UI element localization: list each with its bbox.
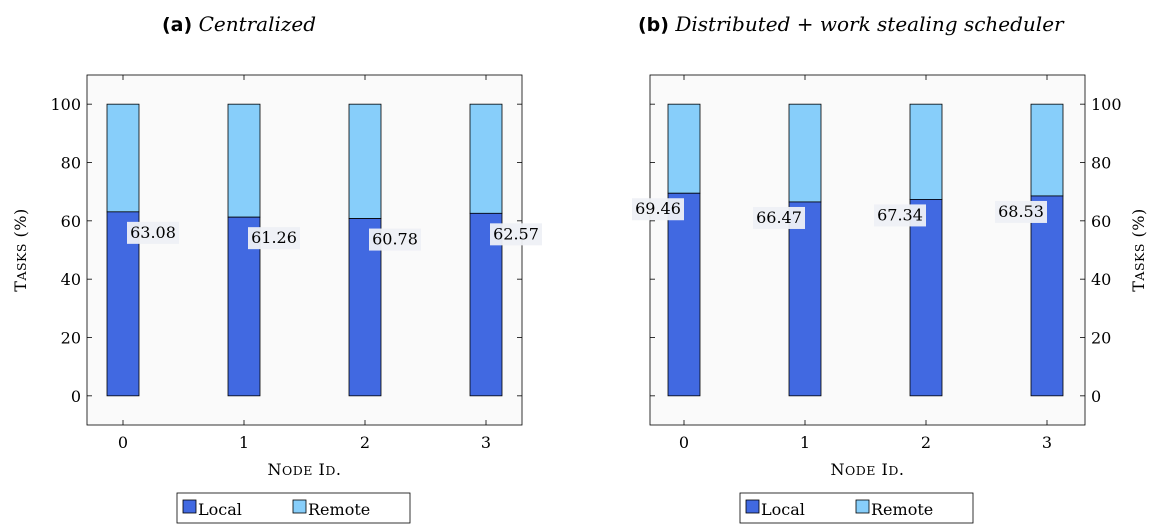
- x-tick-label: 2: [921, 433, 931, 452]
- y-tick-label: 0: [71, 387, 81, 406]
- data-label: 60.78: [372, 230, 418, 249]
- bar-remote: [667, 103, 701, 194]
- x-tick-label: 0: [118, 433, 128, 452]
- y-tick-label: 100: [50, 95, 81, 114]
- data-label: 62.57: [493, 224, 539, 243]
- bar-remote: [348, 103, 382, 219]
- bar-remote: [909, 103, 943, 200]
- panel-label-a: (a): [162, 14, 193, 36]
- y-axis-title: TASKS (%): [1129, 208, 1148, 291]
- legend-swatch-local: [745, 499, 760, 514]
- bar-remote: [788, 103, 822, 203]
- legend-label-remote: Remote: [871, 500, 933, 519]
- legend-label-local: Local: [198, 500, 242, 519]
- y-tick-label: 80: [1091, 154, 1111, 173]
- panel-title-a: (a) Centralized: [162, 12, 316, 36]
- y-tick-label: 20: [61, 329, 81, 348]
- data-label: 63.08: [130, 223, 176, 242]
- panel-title-b: (b) Distributed + work stealing schedule…: [638, 12, 1064, 36]
- y-tick-label: 0: [1091, 387, 1101, 406]
- bar-local: [1030, 195, 1064, 397]
- data-label-bg: [369, 228, 421, 251]
- legend-swatch-remote: [292, 499, 307, 514]
- data-label-bg: [874, 204, 926, 227]
- bar-remote: [469, 103, 503, 214]
- panel-name-a: Centralized: [198, 12, 317, 36]
- y-tick-label: 60: [61, 212, 81, 231]
- x-tick-label: 3: [481, 433, 491, 452]
- data-label: 68.53: [998, 202, 1044, 221]
- bar-remote: [106, 103, 140, 213]
- y-axis-title: TASKS (%): [11, 208, 30, 291]
- data-label-bg: [248, 227, 300, 250]
- data-label: 67.34: [877, 205, 923, 224]
- y-tick-label: 100: [1091, 95, 1122, 114]
- x-tick-label: 2: [360, 433, 370, 452]
- x-axis-title: NODE ID.: [268, 460, 342, 479]
- bar-local: [667, 192, 701, 397]
- y-tick-label: 40: [1091, 270, 1111, 289]
- panel-name-b: Distributed + work stealing scheduler: [675, 12, 1064, 36]
- data-label-bg: [127, 221, 179, 244]
- bar-local: [788, 201, 822, 397]
- x-tick-label: 1: [239, 433, 249, 452]
- plot-frame: [649, 74, 1086, 426]
- data-label-bg: [753, 206, 805, 229]
- panel-label-b: (b): [638, 14, 669, 36]
- legend-label-local: Local: [761, 500, 805, 519]
- x-axis-title: NODE ID.: [831, 460, 905, 479]
- bar-remote: [1030, 103, 1064, 197]
- x-tick-label: 0: [679, 433, 689, 452]
- legend-swatch-remote: [855, 499, 870, 514]
- legend-label-remote: Remote: [308, 500, 370, 519]
- y-tick-label: 80: [61, 154, 81, 173]
- data-label: 69.46: [635, 199, 681, 218]
- chart-panel-1: 0 20 40 60 80 100 0 1 2 3 69.46 66.47 67.34 68.53 NODE…: [632, 74, 1148, 524]
- chart-panel-0: 0 20 40 60 80 100 0 1 2 3 63.08 61.26 60.78 62.57 NODE…: [11, 74, 542, 524]
- plot-frame: [86, 74, 523, 426]
- data-label-bg: [490, 223, 542, 246]
- legend: Local Remote: [176, 492, 411, 524]
- x-tick-label: 3: [1042, 433, 1052, 452]
- x-tick-label: 1: [800, 433, 810, 452]
- data-label: 61.26: [251, 228, 297, 247]
- data-label-bg: [632, 198, 684, 221]
- legend: Local Remote: [739, 492, 974, 524]
- bar-remote: [227, 103, 261, 218]
- data-label-bg: [995, 200, 1047, 223]
- y-tick-label: 40: [61, 270, 81, 289]
- data-label: 66.47: [756, 208, 802, 227]
- y-tick-label: 60: [1091, 212, 1111, 231]
- legend-swatch-local: [182, 499, 197, 514]
- y-tick-label: 20: [1091, 329, 1111, 348]
- bar-local: [909, 199, 943, 397]
